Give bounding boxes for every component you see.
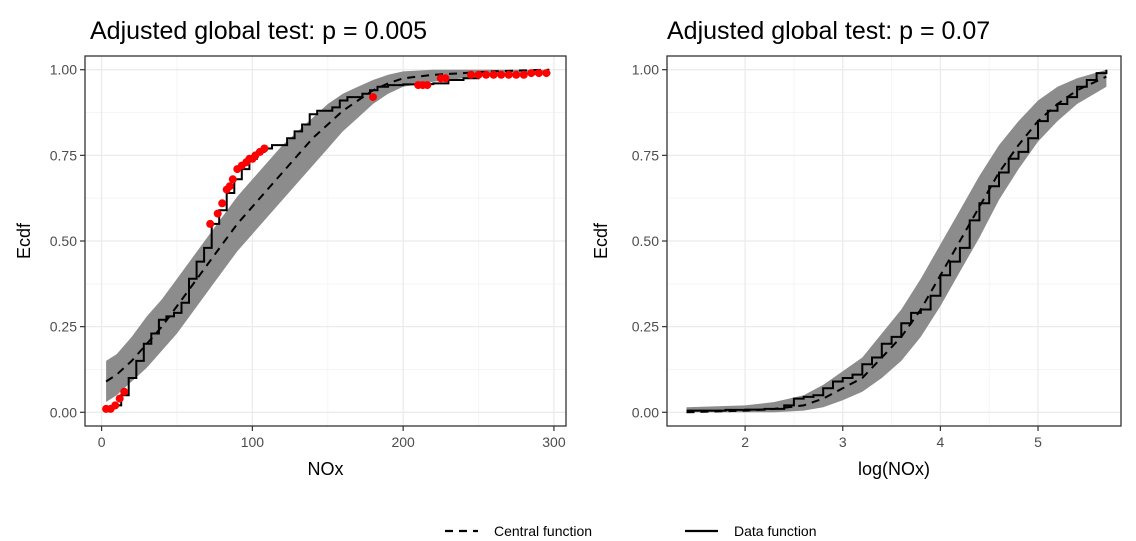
y-axis-title: Ecdf <box>14 222 34 259</box>
data-function-line <box>106 72 551 410</box>
y-tick-label: 0.50 <box>632 233 659 249</box>
y-tick-label: 0.25 <box>50 319 77 335</box>
x-tick-label: 300 <box>542 434 566 450</box>
x-axis-title: NOx <box>308 459 344 479</box>
outside-point <box>206 219 215 228</box>
legend: Central function Data function <box>445 523 817 539</box>
y-tick-label: 0.00 <box>632 404 659 420</box>
y-tick-label: 0.00 <box>50 404 77 420</box>
x-tick-label: 4 <box>936 434 944 450</box>
legend-label-central: Central function <box>494 523 592 539</box>
outside-point <box>497 70 506 79</box>
legend-label-data: Data function <box>734 523 817 539</box>
chart-panel-2: 2 3 4 5 0.00 0.25 0.50 0.75 1.00 Adjusted global … <box>591 17 1122 479</box>
outside-point <box>225 182 234 191</box>
outside-point <box>423 81 432 90</box>
outside-point <box>474 70 483 79</box>
envelope-band <box>106 69 550 402</box>
x-tick-label: 100 <box>241 434 265 450</box>
outside-point <box>213 209 222 218</box>
y-tick-label: 0.50 <box>50 233 77 249</box>
chart-title: Adjusted global test: p = 0.005 <box>90 17 427 45</box>
outside-point <box>534 69 543 78</box>
outside-point <box>228 175 237 184</box>
outside-point <box>467 70 475 79</box>
chart-title: Adjusted global test: p = 0.07 <box>667 17 990 45</box>
x-tick-label: 5 <box>1034 434 1042 450</box>
outside-point <box>482 70 491 79</box>
x-tick-label: 3 <box>839 434 847 450</box>
y-tick-label: 0.25 <box>632 319 659 335</box>
outside-point <box>218 199 227 208</box>
x-tick-label: 0 <box>98 434 106 450</box>
outside-point <box>111 401 120 410</box>
outside-point <box>527 69 536 78</box>
central-function-line <box>105 68 550 383</box>
x-tick-label: 2 <box>741 434 749 450</box>
outside-point <box>519 70 528 79</box>
y-tick-label: 0.75 <box>50 147 77 163</box>
envelope-band <box>686 69 1107 413</box>
outside-point <box>512 70 521 79</box>
outside-point <box>441 74 450 83</box>
y-tick-label: 0.75 <box>632 147 659 163</box>
x-tick-label: 200 <box>391 434 415 450</box>
outside-point <box>260 144 269 153</box>
outside-point <box>369 93 377 102</box>
outside-point <box>120 387 129 396</box>
outside-point <box>489 70 498 79</box>
outside-point <box>504 70 513 79</box>
x-axis-title: log(NOx) <box>858 459 930 479</box>
outside-point <box>115 394 124 403</box>
y-axis-title: Ecdf <box>591 222 611 259</box>
y-tick-label: 1.00 <box>50 62 77 78</box>
y-tick-label: 1.00 <box>632 62 659 78</box>
chart-panel-1: 0 100 200 300 0.00 0.25 0.50 0.75 1.00 Adjusted g… <box>14 17 567 479</box>
data-function-line <box>686 69 1108 412</box>
outside-point <box>542 69 551 78</box>
